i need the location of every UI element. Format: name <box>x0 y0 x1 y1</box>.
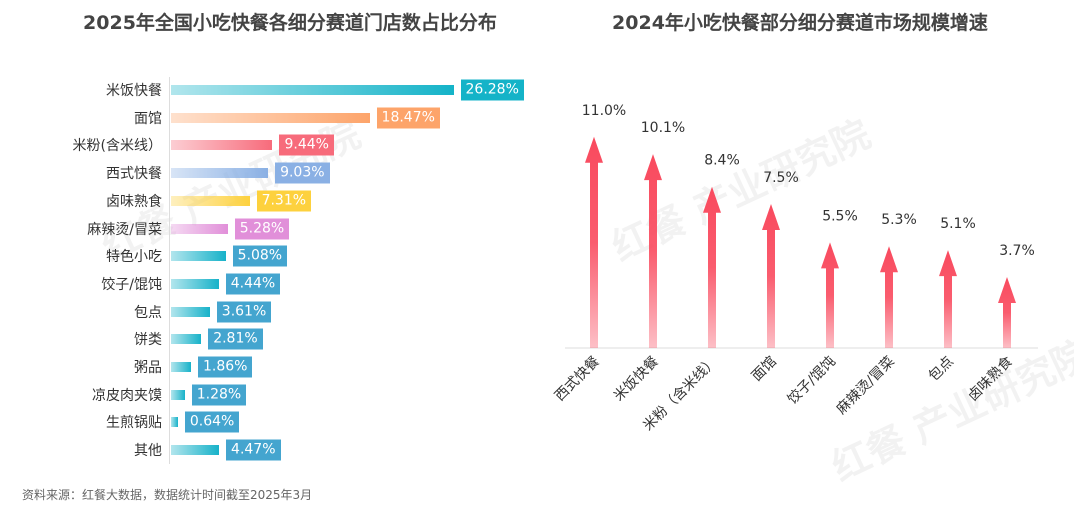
bar <box>171 112 370 123</box>
data-label: 0.64% <box>184 411 240 433</box>
data-label: 5.1% <box>940 216 976 232</box>
bar <box>171 251 226 262</box>
category-label: 面馆 <box>134 110 162 127</box>
category-label: 粥品 <box>134 360 162 376</box>
bar <box>171 223 228 234</box>
data-label: 9.44% <box>279 134 334 156</box>
bar <box>171 195 250 206</box>
category-label: 西式快餐 <box>552 354 603 405</box>
bar <box>171 85 454 95</box>
arrow-bar <box>998 276 1016 348</box>
data-label: 5.28% <box>234 218 290 239</box>
data-label: 5.3% <box>881 212 917 228</box>
bar <box>171 140 273 151</box>
right-chart-title: 2024年小吃快餐部分细分赛道市场规模增速 <box>612 12 988 34</box>
category-label: 西式快餐 <box>106 166 162 183</box>
arrow-bar <box>939 250 957 348</box>
data-label: 11.0% <box>582 103 626 119</box>
data-label: 4.44% <box>225 273 281 295</box>
category-label: 卤味熟食 <box>106 193 162 210</box>
category-label: 饺子/馄饨 <box>101 276 162 293</box>
arrow-bar <box>585 136 603 348</box>
data-label: 4.47% <box>226 439 281 461</box>
data-label: 9.03% <box>275 162 330 184</box>
category-label: 米饭快餐 <box>611 354 662 405</box>
category-label: 特色小吃 <box>106 249 162 266</box>
arrow-bar <box>880 246 898 348</box>
category-label: 包点 <box>926 354 957 385</box>
data-label: 7.5% <box>763 170 799 186</box>
data-label: 5.5% <box>822 208 858 224</box>
arrow-bar <box>762 204 780 348</box>
data-label: 1.86% <box>197 356 253 378</box>
data-label: 7.31% <box>256 190 312 212</box>
category-label: 面馆 <box>749 354 780 385</box>
category-label: 凉皮肉夹馍 <box>92 387 162 404</box>
data-label: 3.7% <box>999 243 1035 259</box>
bar <box>171 168 269 179</box>
bar <box>171 306 210 317</box>
data-label: 10.1% <box>641 120 685 136</box>
category-label: 生煎锅贴 <box>106 415 162 432</box>
left-chart-title: 2025年全国小吃快餐各细分赛道门店数占比分布 <box>83 12 497 34</box>
data-label: 2.81% <box>208 328 263 350</box>
data-label: 1.28% <box>191 384 247 406</box>
arrow-bar <box>703 186 721 348</box>
source-note: 资料来源：红餐大数据，数据统计时间截至2025年3月 <box>22 488 313 502</box>
data-label: 8.4% <box>704 153 740 169</box>
category-label: 卤味熟食 <box>964 353 1016 405</box>
bar <box>171 417 178 428</box>
arrow-bar <box>821 242 839 348</box>
data-label: 26.28% <box>460 79 524 101</box>
category-label: 米粉(含米线） <box>72 138 162 155</box>
category-label: 饼类 <box>134 332 162 349</box>
bar <box>171 445 220 456</box>
category-label: 麻辣烫/冒菜 <box>834 354 898 418</box>
arrow-bar <box>644 154 662 348</box>
data-label: 5.08% <box>232 245 288 267</box>
bar <box>171 334 202 345</box>
data-label: 18.47% <box>376 107 440 129</box>
bar <box>171 389 185 400</box>
bar <box>171 362 191 372</box>
category-label: 其他 <box>134 443 162 460</box>
bar <box>171 278 219 289</box>
y-axis-line <box>169 77 170 464</box>
category-label: 包点 <box>134 304 162 321</box>
category-label: 米饭快餐 <box>106 83 162 99</box>
category-label: 麻辣烫/冒菜 <box>87 221 162 238</box>
category-label: 饺子/馄饨 <box>785 354 839 408</box>
data-label: 3.61% <box>216 301 272 323</box>
